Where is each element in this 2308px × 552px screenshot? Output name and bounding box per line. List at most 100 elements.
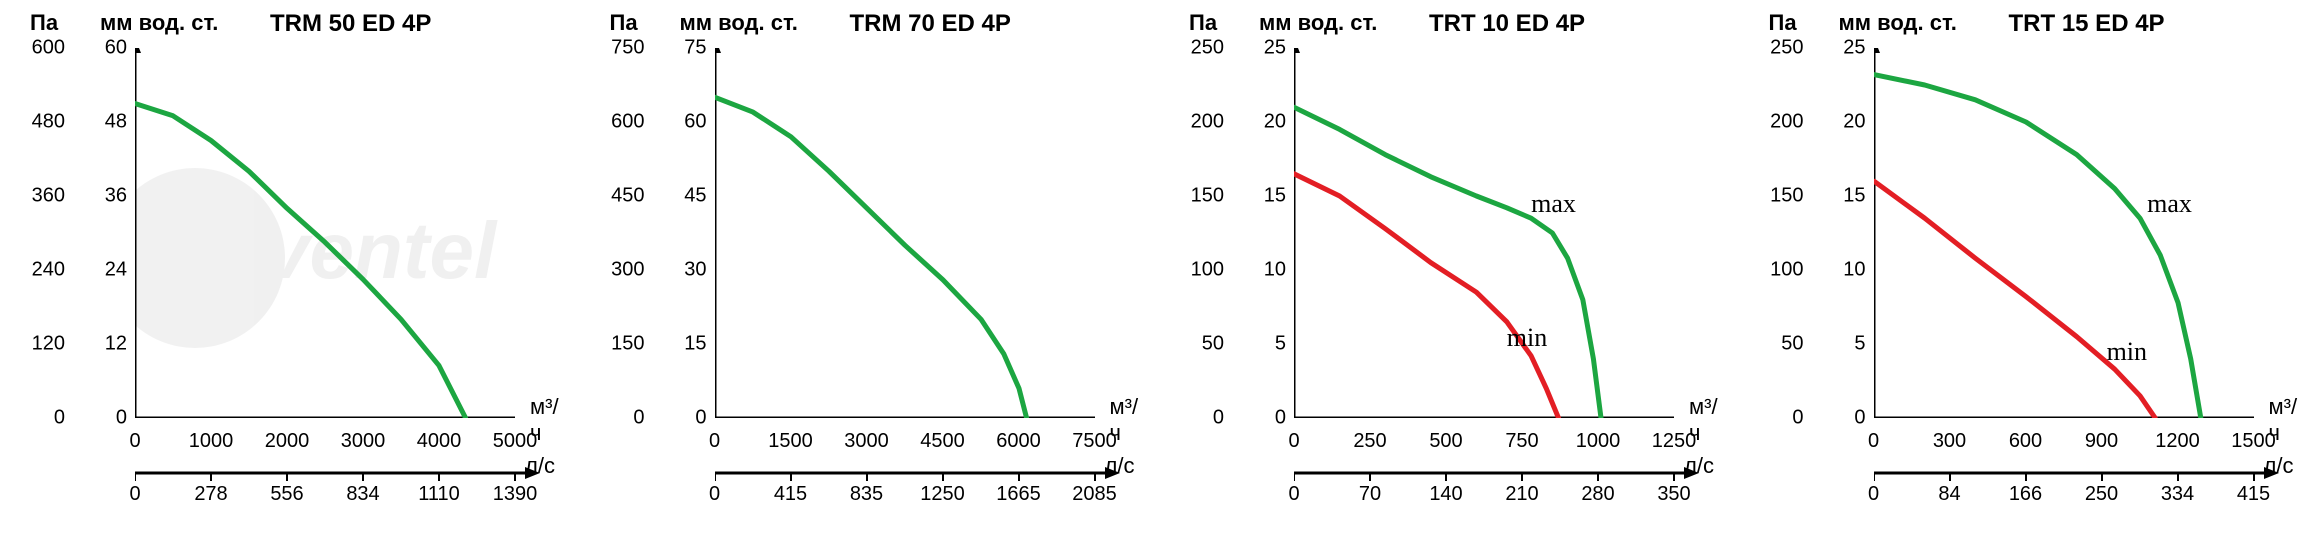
title-row: Памм вод. ст.TRT 10 ED 4P bbox=[1169, 10, 1719, 40]
y-tick-pa: 240 bbox=[10, 259, 65, 282]
chart-2: Памм вод. ст.TRT 10 ED 4P050100150200250… bbox=[1169, 10, 1719, 540]
y-tick-mm: 24 bbox=[82, 259, 127, 282]
x-tick-m3h: 0 bbox=[1868, 430, 1879, 453]
x-tick-ls: 415 bbox=[774, 483, 807, 506]
x-tick-ls: 1390 bbox=[493, 483, 538, 506]
y-tick-mm: 12 bbox=[82, 333, 127, 356]
x-axis-unit-m3h: м³/ч bbox=[1110, 394, 1140, 446]
x-tick-ls: 1250 bbox=[920, 483, 965, 506]
y-tick-mm: 75 bbox=[662, 37, 707, 60]
y-tick-pa: 750 bbox=[590, 37, 645, 60]
y-tick-mm: 60 bbox=[82, 37, 127, 60]
y-ticks-mm: 01224364860 bbox=[82, 48, 127, 418]
y-tick-pa: 200 bbox=[1169, 111, 1224, 134]
chart-title: TRM 70 ED 4P bbox=[850, 10, 1011, 38]
x-tick-ls: 556 bbox=[270, 483, 303, 506]
y-tick-mm: 15 bbox=[662, 333, 707, 356]
x-tick-ls: 278 bbox=[194, 483, 227, 506]
x-tick-m3h: 4000 bbox=[417, 430, 462, 453]
y-tick-pa: 0 bbox=[590, 407, 645, 430]
y-tick-mm: 60 bbox=[662, 111, 707, 134]
y-axis-label-pa: Па bbox=[30, 10, 58, 36]
y-tick-pa: 150 bbox=[1749, 185, 1804, 208]
curve-label-min: min bbox=[2107, 337, 2147, 367]
x-tick-m3h: 4500 bbox=[920, 430, 965, 453]
x-tick-ls: 350 bbox=[1657, 483, 1690, 506]
x-axis-unit-ls: л/с bbox=[2264, 453, 2294, 479]
y-ticks-mm: 0510152025 bbox=[1821, 48, 1866, 418]
x-tick-m3h: 2000 bbox=[265, 430, 310, 453]
y-tick-mm: 15 bbox=[1821, 185, 1866, 208]
y-tick-mm: 20 bbox=[1241, 111, 1286, 134]
x-axis-unit-ls: л/с bbox=[1684, 453, 1714, 479]
y-tick-pa: 360 bbox=[10, 185, 65, 208]
x-tick-m3h: 1200 bbox=[2155, 430, 2200, 453]
y-tick-pa: 600 bbox=[10, 37, 65, 60]
y-ticks-mm: 01530456075 bbox=[662, 48, 707, 418]
y-tick-mm: 10 bbox=[1241, 259, 1286, 282]
curve-line bbox=[1294, 107, 1601, 418]
x-tick-m3h: 500 bbox=[1429, 430, 1462, 453]
x-tick-m3h: 1000 bbox=[189, 430, 234, 453]
x-tick-ls: 0 bbox=[1288, 483, 1299, 506]
x-tick-ls: 250 bbox=[2085, 483, 2118, 506]
chart-title: TRT 15 ED 4P bbox=[2009, 10, 2165, 38]
x-tick-m3h: 900 bbox=[2085, 430, 2118, 453]
x-tick-ls: 166 bbox=[2009, 483, 2042, 506]
y-ticks-pa: 0150300450600750 bbox=[590, 48, 645, 418]
x-axis-unit-ls: л/с bbox=[525, 453, 555, 479]
y-tick-pa: 150 bbox=[590, 333, 645, 356]
x-tick-m3h: 0 bbox=[129, 430, 140, 453]
x-tick-ls: 415 bbox=[2237, 483, 2270, 506]
y-tick-pa: 200 bbox=[1749, 111, 1804, 134]
secondary-x-axis bbox=[135, 463, 545, 483]
x-tick-m3h: 750 bbox=[1505, 430, 1538, 453]
x-tick-ls: 84 bbox=[1938, 483, 1960, 506]
title-row: Памм вод. ст.TRM 70 ED 4P bbox=[590, 10, 1140, 40]
chart-3: Памм вод. ст.TRT 15 ED 4P050100150200250… bbox=[1749, 10, 2299, 540]
y-tick-mm: 0 bbox=[82, 407, 127, 430]
y-tick-pa: 0 bbox=[1169, 407, 1224, 430]
y-tick-mm: 5 bbox=[1821, 333, 1866, 356]
y-tick-pa: 0 bbox=[1749, 407, 1804, 430]
y-ticks-mm: 0510152025 bbox=[1241, 48, 1286, 418]
plot-area bbox=[1874, 48, 2254, 418]
x-tick-ls: 0 bbox=[1868, 483, 1879, 506]
y-axis-label-pa: Па bbox=[1189, 10, 1217, 36]
x-axis-unit-m3h: м³/ч bbox=[1689, 394, 1719, 446]
y-tick-pa: 120 bbox=[10, 333, 65, 356]
x-tick-ls: 834 bbox=[346, 483, 379, 506]
x-tick-ls: 0 bbox=[709, 483, 720, 506]
x-tick-m3h: 6000 bbox=[996, 430, 1041, 453]
y-axis-label-mm: мм вод. ст. bbox=[1259, 10, 1377, 36]
y-tick-mm: 0 bbox=[1821, 407, 1866, 430]
x-tick-ls: 1665 bbox=[996, 483, 1041, 506]
secondary-x-axis bbox=[715, 463, 1125, 483]
x-tick-m3h: 3000 bbox=[844, 430, 889, 453]
plot-area bbox=[1294, 48, 1674, 418]
y-ticks-pa: 050100150200250 bbox=[1169, 48, 1224, 418]
x-tick-ls: 0 bbox=[129, 483, 140, 506]
x-tick-ls: 210 bbox=[1505, 483, 1538, 506]
y-tick-pa: 250 bbox=[1749, 37, 1804, 60]
y-ticks-pa: 050100150200250 bbox=[1749, 48, 1804, 418]
x-tick-m3h: 0 bbox=[709, 430, 720, 453]
y-tick-mm: 30 bbox=[662, 259, 707, 282]
secondary-x-axis bbox=[1294, 463, 1704, 483]
x-tick-ls: 70 bbox=[1359, 483, 1381, 506]
y-tick-mm: 25 bbox=[1821, 37, 1866, 60]
y-tick-pa: 50 bbox=[1749, 333, 1804, 356]
curve-line bbox=[1874, 181, 2155, 418]
y-tick-mm: 10 bbox=[1821, 259, 1866, 282]
y-tick-mm: 45 bbox=[662, 185, 707, 208]
curve-label-max: max bbox=[2147, 189, 2192, 219]
y-tick-mm: 36 bbox=[82, 185, 127, 208]
secondary-x-axis bbox=[1874, 463, 2284, 483]
x-tick-m3h: 600 bbox=[2009, 430, 2042, 453]
y-tick-pa: 300 bbox=[590, 259, 645, 282]
x-tick-m3h: 3000 bbox=[341, 430, 386, 453]
curve-label-max: max bbox=[1531, 189, 1576, 219]
x-tick-ls: 334 bbox=[2161, 483, 2194, 506]
y-ticks-pa: 0120240360480600 bbox=[10, 48, 65, 418]
x-tick-ls: 140 bbox=[1429, 483, 1462, 506]
